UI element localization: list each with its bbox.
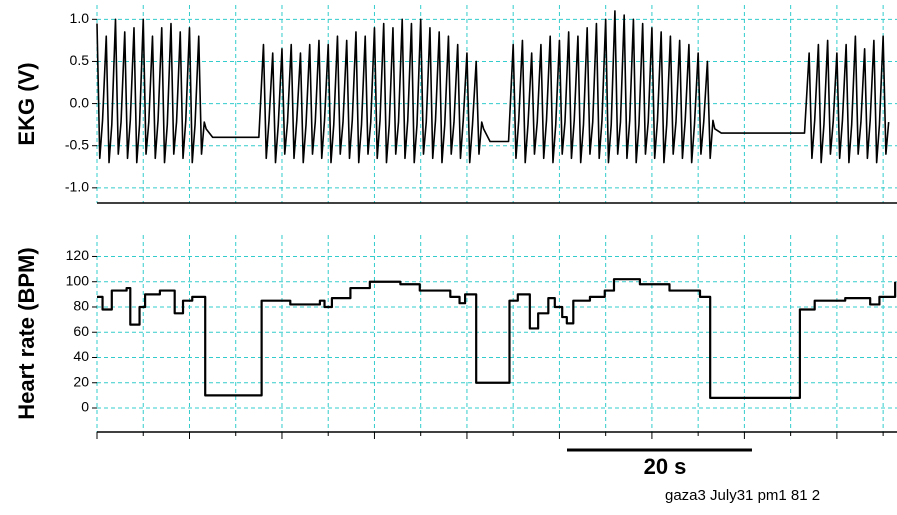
y-tick-label: -1.0: [65, 179, 89, 195]
line: [96, 10, 890, 164]
y-tick-label: 60: [73, 323, 89, 339]
y-tick-label: 0.0: [70, 94, 90, 110]
y-tick-label: 20: [73, 373, 89, 389]
y-tick-label: 0.5: [70, 52, 90, 68]
step-line: [97, 278, 897, 400]
y-tick-label: 40: [73, 348, 89, 364]
y-tick-label: 120: [66, 247, 90, 263]
scalebar-label: 20 s: [644, 454, 687, 479]
y-axis-label: Heart rate (BPM): [14, 247, 39, 419]
y-tick-label: 1.0: [70, 10, 90, 26]
y-tick-label: 0: [81, 399, 89, 415]
y-axis-label: EKG (V): [14, 62, 39, 145]
y-tick-label: 100: [66, 272, 90, 288]
y-tick-label: 80: [73, 298, 89, 314]
y-tick-label: -0.5: [65, 136, 89, 152]
footer: gaza3 July31 pm1 81 2: [665, 487, 820, 504]
